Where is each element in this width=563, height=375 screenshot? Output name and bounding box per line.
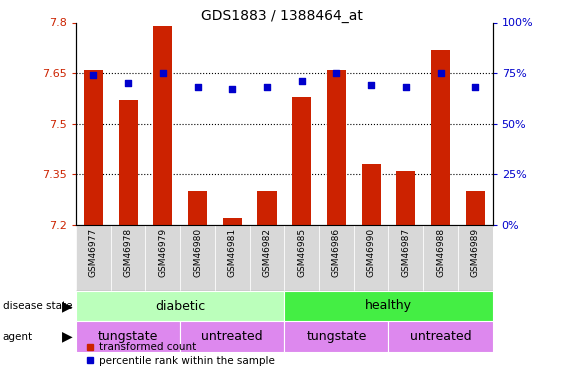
Point — [367, 82, 376, 88]
Text: GSM46985: GSM46985 — [297, 228, 306, 278]
Bar — [458, 225, 493, 291]
Bar — [145, 225, 180, 291]
Bar — [431, 50, 450, 225]
Text: GSM46987: GSM46987 — [401, 228, 410, 278]
Bar — [180, 225, 215, 291]
Bar — [284, 225, 319, 291]
Point — [89, 72, 98, 78]
Bar — [292, 97, 311, 225]
Text: diabetic: diabetic — [155, 300, 205, 312]
Bar — [180, 321, 284, 352]
Point — [158, 70, 167, 76]
Bar — [153, 26, 172, 225]
Text: GSM46989: GSM46989 — [471, 228, 480, 278]
Text: GSM46977: GSM46977 — [89, 228, 98, 278]
Text: tungstate: tungstate — [98, 330, 158, 343]
Point — [193, 84, 202, 90]
Bar — [119, 100, 137, 225]
Bar — [361, 164, 381, 225]
Text: GSM46982: GSM46982 — [262, 228, 271, 277]
Point — [262, 84, 271, 90]
Text: ▶: ▶ — [62, 330, 73, 344]
Bar — [388, 321, 493, 352]
Text: GDS1883 / 1388464_at: GDS1883 / 1388464_at — [200, 9, 363, 23]
Bar — [223, 218, 242, 225]
Point — [471, 84, 480, 90]
Bar — [396, 171, 415, 225]
Bar — [188, 191, 207, 225]
Bar — [319, 225, 354, 291]
Text: tungstate: tungstate — [306, 330, 367, 343]
Text: GSM46978: GSM46978 — [124, 228, 132, 278]
Text: healthy: healthy — [365, 300, 412, 312]
Text: GSM46980: GSM46980 — [193, 228, 202, 278]
Text: ▶: ▶ — [62, 299, 73, 313]
Point — [124, 80, 133, 86]
Point — [297, 78, 306, 84]
Point — [332, 70, 341, 76]
Text: GSM46990: GSM46990 — [367, 228, 376, 278]
Bar — [215, 225, 249, 291]
Bar — [84, 70, 103, 225]
Bar — [466, 191, 485, 225]
Text: disease state: disease state — [3, 301, 72, 311]
Text: untreated: untreated — [202, 330, 263, 343]
Bar — [111, 225, 145, 291]
Bar — [284, 321, 388, 352]
Point — [436, 70, 445, 76]
Bar — [327, 70, 346, 225]
Bar — [76, 291, 284, 321]
Bar — [388, 225, 423, 291]
Bar — [284, 291, 493, 321]
Text: GSM46981: GSM46981 — [228, 228, 236, 278]
Text: agent: agent — [3, 332, 33, 342]
Text: GSM46986: GSM46986 — [332, 228, 341, 278]
Legend: transformed count, percentile rank within the sample: transformed count, percentile rank withi… — [81, 338, 279, 370]
Bar — [76, 225, 111, 291]
Bar — [423, 225, 458, 291]
Point — [227, 86, 237, 92]
Text: GSM46988: GSM46988 — [436, 228, 445, 278]
Bar — [249, 225, 284, 291]
Bar — [354, 225, 388, 291]
Bar — [257, 191, 276, 225]
Text: untreated: untreated — [410, 330, 471, 343]
Bar — [76, 321, 180, 352]
Point — [401, 84, 410, 90]
Text: GSM46979: GSM46979 — [158, 228, 167, 278]
